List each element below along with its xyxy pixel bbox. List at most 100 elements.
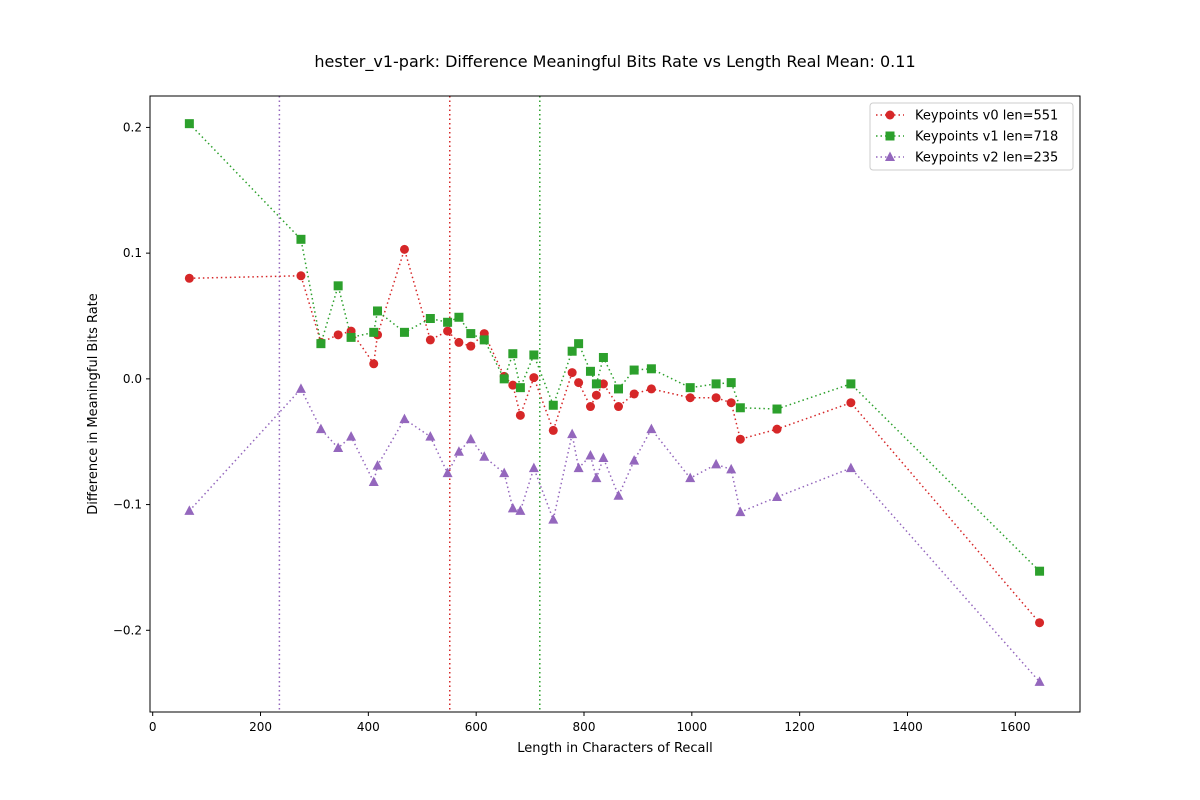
series-0-point-25 xyxy=(646,384,656,394)
series-2-point-32 xyxy=(1034,676,1045,686)
series-2-point-7 xyxy=(399,413,410,424)
x-tick-label-0: 0 xyxy=(149,720,157,734)
series-0-point-0 xyxy=(184,273,194,283)
x-axis-ticks: 0 200 400 600 800 1000 1200 1400 1600 xyxy=(149,712,1031,734)
series-0-point-16 xyxy=(529,373,539,383)
legend-box xyxy=(869,102,1074,171)
series-0-point-1 xyxy=(296,271,306,281)
series-0-point-18 xyxy=(567,368,577,378)
legend-label-1: Keypoints v1 len=718 xyxy=(915,130,1058,145)
series-0-point-7 xyxy=(399,244,409,254)
series-1-point-16 xyxy=(529,350,539,360)
series-1-point-11 xyxy=(466,329,476,339)
series-2-point-26 xyxy=(685,472,696,483)
series-0-point-22 xyxy=(598,379,608,389)
series-2-point-27 xyxy=(711,458,722,469)
series-layer xyxy=(184,119,1045,686)
series-1-point-22 xyxy=(598,352,608,362)
series-2-point-0 xyxy=(184,505,195,515)
series-2-point-29 xyxy=(735,506,746,517)
series-2-point-4 xyxy=(346,431,357,441)
series-0-point-5 xyxy=(369,359,379,369)
series-2 xyxy=(184,383,1045,686)
series-0-point-29 xyxy=(735,434,745,444)
reference-lines xyxy=(278,96,541,712)
x-tick-label-5: 1000 xyxy=(677,720,708,734)
x-tick-label-7: 1400 xyxy=(892,720,923,734)
x-tick-label-3: 600 xyxy=(465,720,488,734)
series-2-point-21 xyxy=(591,472,602,483)
legend-marker-1 xyxy=(885,131,895,141)
series-2-point-23 xyxy=(613,490,624,500)
y-tick-label-0: −0.2 xyxy=(113,623,142,637)
series-0-point-17 xyxy=(548,425,558,435)
series-1-point-1 xyxy=(296,234,306,244)
legend-marker-0 xyxy=(885,110,895,120)
chart-title: hester_v1-park: Difference Meaningful Bi… xyxy=(314,52,915,72)
x-tick-label-8: 1600 xyxy=(1000,720,1031,734)
series-1-point-4 xyxy=(346,332,356,342)
series-1-point-25 xyxy=(646,364,656,374)
series-1-point-17 xyxy=(548,400,558,410)
series-1-point-18 xyxy=(567,346,577,356)
series-1-point-2 xyxy=(316,339,326,349)
series-0-point-21 xyxy=(591,390,601,400)
series-1-line xyxy=(188,123,1041,572)
series-1-point-5 xyxy=(369,327,379,337)
series-2-point-2 xyxy=(315,423,326,434)
series-0-point-30 xyxy=(772,424,782,434)
series-2-point-15 xyxy=(515,505,526,515)
plot-frame xyxy=(149,95,1081,713)
series-1-point-26 xyxy=(685,383,695,393)
series-1-point-15 xyxy=(515,383,525,393)
series-1-point-8 xyxy=(425,314,435,324)
series-1-point-6 xyxy=(373,306,383,316)
series-1-point-32 xyxy=(1035,566,1045,576)
series-2-point-12 xyxy=(479,451,490,461)
series-1-point-14 xyxy=(508,349,518,359)
y-axis-ticks: −0.2 −0.1 0.0 0.1 0.2 xyxy=(113,120,150,637)
series-1-point-23 xyxy=(614,384,624,394)
x-tick-label-6: 1200 xyxy=(784,720,815,734)
series-2-point-24 xyxy=(629,455,640,465)
y-tick-label-3: 0.1 xyxy=(123,246,142,260)
series-1-point-13 xyxy=(499,374,509,384)
series-0-point-11 xyxy=(466,341,476,351)
series-2-point-17 xyxy=(548,514,559,524)
series-2-point-6 xyxy=(372,460,383,470)
series-0-point-24 xyxy=(629,389,639,399)
y-tick-label-2: 0.0 xyxy=(123,372,142,386)
x-axis-label: Length in Characters of Recall xyxy=(517,741,713,756)
series-0-point-8 xyxy=(425,335,435,345)
series-1-point-24 xyxy=(629,365,639,375)
series-0-point-15 xyxy=(515,410,525,420)
series-1-point-28 xyxy=(726,378,736,388)
x-tick-label-1: 200 xyxy=(249,720,272,734)
series-2-point-18 xyxy=(567,428,578,439)
series-2-point-28 xyxy=(726,463,737,474)
series-2-point-16 xyxy=(528,462,539,473)
series-2-point-9 xyxy=(442,467,453,478)
series-0 xyxy=(184,244,1045,628)
legend-marker-2 xyxy=(885,151,895,161)
series-1-point-20 xyxy=(585,366,595,376)
series-0-point-31 xyxy=(846,398,856,408)
x-tick-label-2: 400 xyxy=(357,720,380,734)
series-2-point-22 xyxy=(598,452,609,463)
y-axis-label: Difference in Meaningful Bits Rate xyxy=(86,293,101,515)
series-2-point-31 xyxy=(845,462,856,473)
series-1-point-3 xyxy=(333,281,343,291)
series-1-point-29 xyxy=(735,403,745,413)
y-tick-label-1: −0.1 xyxy=(113,498,142,512)
series-1-point-19 xyxy=(574,339,584,349)
series-1-point-9 xyxy=(443,317,453,327)
series-2-point-30 xyxy=(772,491,783,502)
series-1-point-30 xyxy=(772,404,782,414)
y-tick-label-4: 0.2 xyxy=(123,120,142,134)
series-1-point-7 xyxy=(399,327,409,337)
series-2-point-3 xyxy=(333,442,344,452)
series-2-point-13 xyxy=(499,467,510,478)
series-2-point-8 xyxy=(425,431,436,441)
series-2-point-11 xyxy=(465,433,476,444)
